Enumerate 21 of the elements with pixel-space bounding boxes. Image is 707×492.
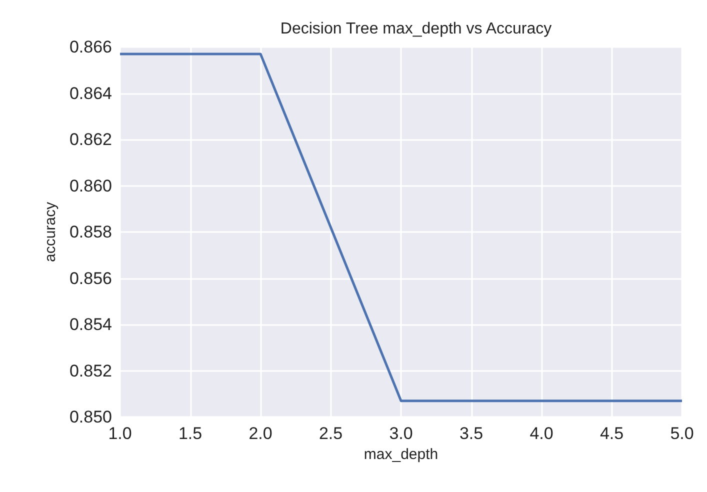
y-tick-label: 0.866 [69,38,112,56]
x-tick-label: 3.5 [459,424,484,443]
y-tick-label: 0.854 [69,315,112,334]
y-tick-label: 0.860 [69,176,112,196]
y-tick-label: 0.856 [69,268,112,288]
y-tick-label: 0.858 [69,222,112,242]
x-tick-label: 4.0 [530,424,554,443]
x-tick-label: 2.5 [318,424,343,443]
x-tick-label: 1.0 [108,424,132,443]
y-tick-label: 0.852 [69,361,112,380]
y-tick-label: 0.850 [69,408,112,426]
x-tick-label: 4.5 [600,424,624,443]
y-tick-label: 0.862 [69,130,112,149]
y-tick-label: 0.864 [69,84,112,103]
y-axis-title: accuracy [42,201,59,262]
chart-title: Decision Tree max_depth vs Accuracy [280,20,552,38]
x-tick-label: 5.0 [670,424,694,443]
x-tick-label: 2.0 [248,424,272,443]
x-axis-title: max_depth [364,446,438,463]
x-tick-label: 1.5 [178,424,202,443]
x-tick-label: 3.0 [389,424,413,443]
